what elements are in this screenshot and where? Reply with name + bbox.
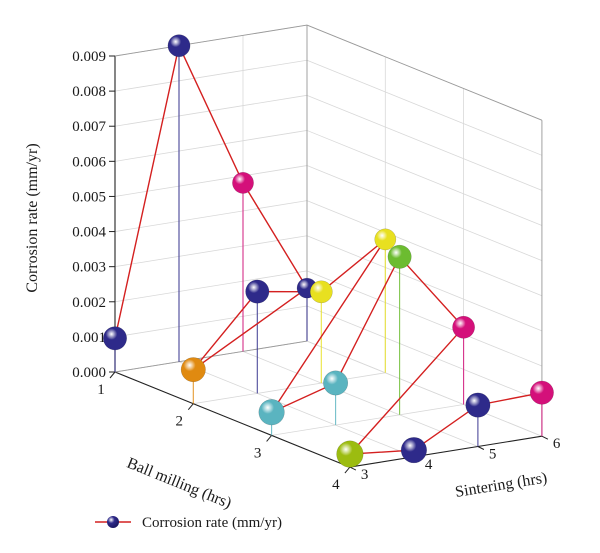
x-tick-mark: [109, 371, 116, 379]
back-wall-gridline: [306, 305, 543, 402]
chart-ticks: 0.000 0.001 0.002 0.003 0.004 0.005 0.006 0.007…: [72, 49, 561, 493]
floor-gridline: [178, 361, 415, 458]
z-tick-label: 0.005: [72, 189, 106, 205]
y-tick-label: 4: [425, 457, 433, 473]
left-wall-gridline: [114, 59, 308, 92]
left-wall-gridline: [114, 200, 308, 232]
z-tick-label: 0.008: [72, 84, 106, 100]
frame-edge: [114, 24, 308, 57]
data-point: [245, 279, 270, 304]
legend: Corrosion rate (mm/yr): [95, 515, 282, 531]
data-point: [529, 380, 554, 405]
y-tick-mark: [477, 446, 485, 450]
left-wall-gridline: [114, 130, 308, 162]
y-tick-label: 6: [553, 436, 561, 452]
back-wall-gridline: [306, 94, 543, 191]
floor-gridline: [193, 372, 386, 405]
back-wall-gridline: [306, 59, 543, 156]
x-axis-title: Ball milling (hrs): [124, 455, 233, 512]
frame-edge: [306, 24, 543, 121]
z-tick-label: 0.001: [72, 330, 106, 346]
x-tick-mark: [266, 435, 272, 442]
back-wall: [307, 25, 542, 437]
y-axis-line: [349, 435, 542, 468]
z-tick-label: 0.004: [72, 225, 106, 241]
z-tick-label: 0.007: [72, 119, 106, 135]
x-tick-label: 1: [97, 382, 105, 398]
z-tick-label: 0.006: [72, 154, 106, 170]
legend-marker-icon: [107, 516, 119, 528]
x-tick-mark: [344, 466, 351, 474]
left-wall-gridline: [114, 235, 308, 268]
data-point: [336, 440, 364, 468]
x-tick-label: 3: [254, 445, 262, 461]
x-tick-label: 4: [332, 477, 340, 493]
legend-label: Corrosion rate (mm/yr): [142, 515, 282, 531]
back-wall-gridline: [306, 130, 543, 226]
data-point: [258, 399, 285, 426]
data-point: [323, 370, 349, 396]
data-point: [232, 172, 254, 194]
chart-axes: [114, 24, 543, 468]
data-points: [103, 34, 554, 468]
y-tick-label: 5: [489, 447, 497, 463]
data-point: [167, 34, 191, 58]
series-line: [114, 43, 543, 455]
series-polyline: [114, 43, 543, 455]
data-point: [309, 280, 333, 304]
z-tick-label: 0.009: [72, 49, 106, 65]
left-wall: [115, 25, 307, 372]
data-point: [400, 437, 427, 464]
floor-gridline: [306, 340, 543, 437]
y-tick-mark: [349, 466, 357, 471]
back-wall-gridline: [306, 165, 543, 262]
x-tick-mark: [187, 403, 194, 411]
x-axis-line: [114, 371, 351, 468]
data-point: [452, 315, 475, 339]
y-tick-mark: [541, 435, 549, 440]
back-wall-gridline: [306, 270, 543, 367]
data-point: [387, 244, 412, 269]
z-tick-label: 0.002: [72, 295, 106, 311]
data-point: [103, 326, 127, 351]
y-tick-label: 3: [361, 467, 369, 483]
x-tick-label: 2: [176, 414, 184, 430]
floor-gridline: [271, 404, 464, 436]
left-wall-gridline: [114, 270, 308, 303]
y-axis-title: Sintering (hrs): [454, 470, 548, 501]
data-point: [180, 357, 206, 383]
back-wall-gridline: [306, 200, 543, 297]
z-axis-title: Corrosion rate (mm/yr): [24, 143, 41, 292]
floor-gridline: [242, 351, 479, 447]
z-tick-label: 0.003: [72, 260, 106, 276]
left-wall-gridline: [114, 94, 308, 127]
z-tick-label: 0.000: [72, 365, 106, 381]
data-point: [374, 228, 397, 251]
data-point: [465, 392, 491, 418]
